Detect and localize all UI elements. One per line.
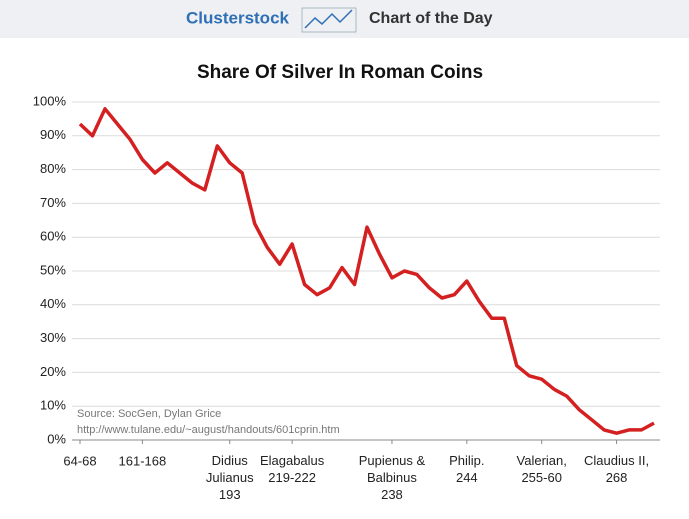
y-tick-label: 40% — [40, 296, 66, 311]
y-tick-label: 20% — [40, 364, 66, 379]
x-tick-label: Pupienus & Balbinus 238 — [359, 453, 426, 502]
y-tick-label: 50% — [40, 262, 66, 277]
y-tick-label: 70% — [40, 195, 66, 210]
x-tick-label: Didius Julianus 193 — [206, 453, 254, 502]
source-url: http://www.tulane.edu/~august/handouts/6… — [77, 424, 340, 436]
y-tick-label: 90% — [40, 127, 66, 142]
x-tick-label: Philip. 244 — [449, 453, 484, 485]
x-tick-label: 64-68 — [63, 453, 96, 468]
logo — [301, 7, 357, 33]
y-tick-label: 60% — [40, 229, 66, 244]
chart-title: Share Of Silver In Roman Coins — [197, 62, 483, 83]
brand: Clusterstock — [186, 8, 290, 27]
y-tick-label: 10% — [40, 398, 66, 413]
x-tick-label: Elagabalus 219-222 — [260, 453, 325, 485]
x-tick-label: Claudius II, 268 — [584, 453, 649, 485]
x-tick-label: Valerian, 255-60 — [517, 453, 567, 485]
y-tick-label: 30% — [40, 330, 66, 345]
section: Chart of the Day — [369, 10, 493, 27]
x-tick-label: 161-168 — [119, 453, 167, 468]
y-tick-label: 100% — [33, 93, 67, 108]
y-tick-label: 80% — [40, 161, 66, 176]
source-note: Source: SocGen, Dylan Grice — [77, 408, 221, 420]
data-line — [78, 107, 655, 435]
y-tick-label: 0% — [47, 431, 66, 446]
